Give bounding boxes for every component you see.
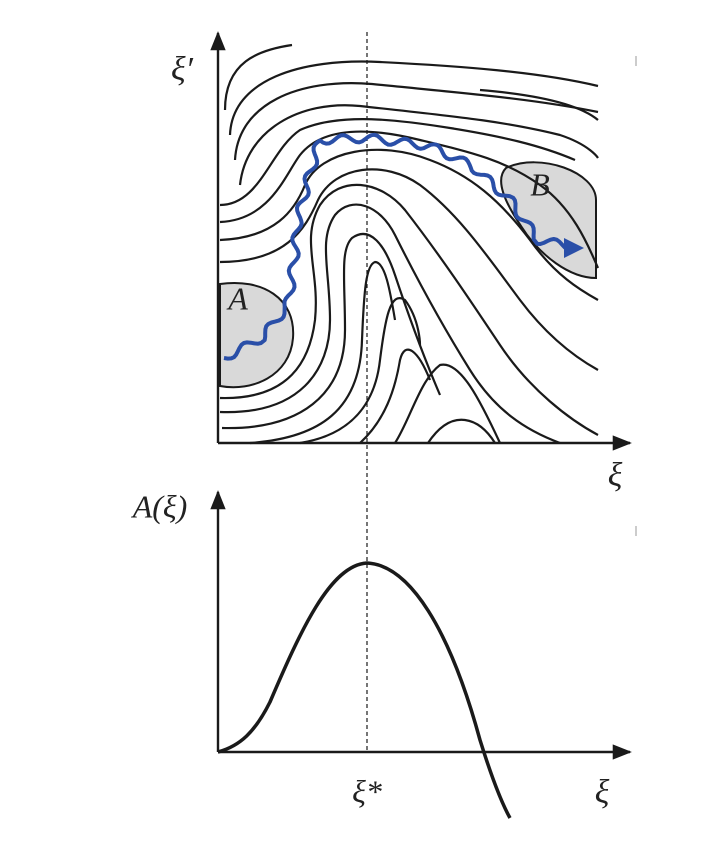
trajectory [223,132,584,361]
basin-a [219,282,295,389]
x-axis-label: ξ [595,774,610,811]
region-label: B [530,166,550,202]
marker-label: ξ* [352,773,382,809]
y-axis-label: ξ′ [171,51,194,88]
x-axis-label: ξ [608,457,623,494]
contours [219,43,600,445]
region-label: A [226,280,248,316]
free-energy-curve [217,561,512,819]
y-axis-label: A(ξ) [131,488,188,524]
